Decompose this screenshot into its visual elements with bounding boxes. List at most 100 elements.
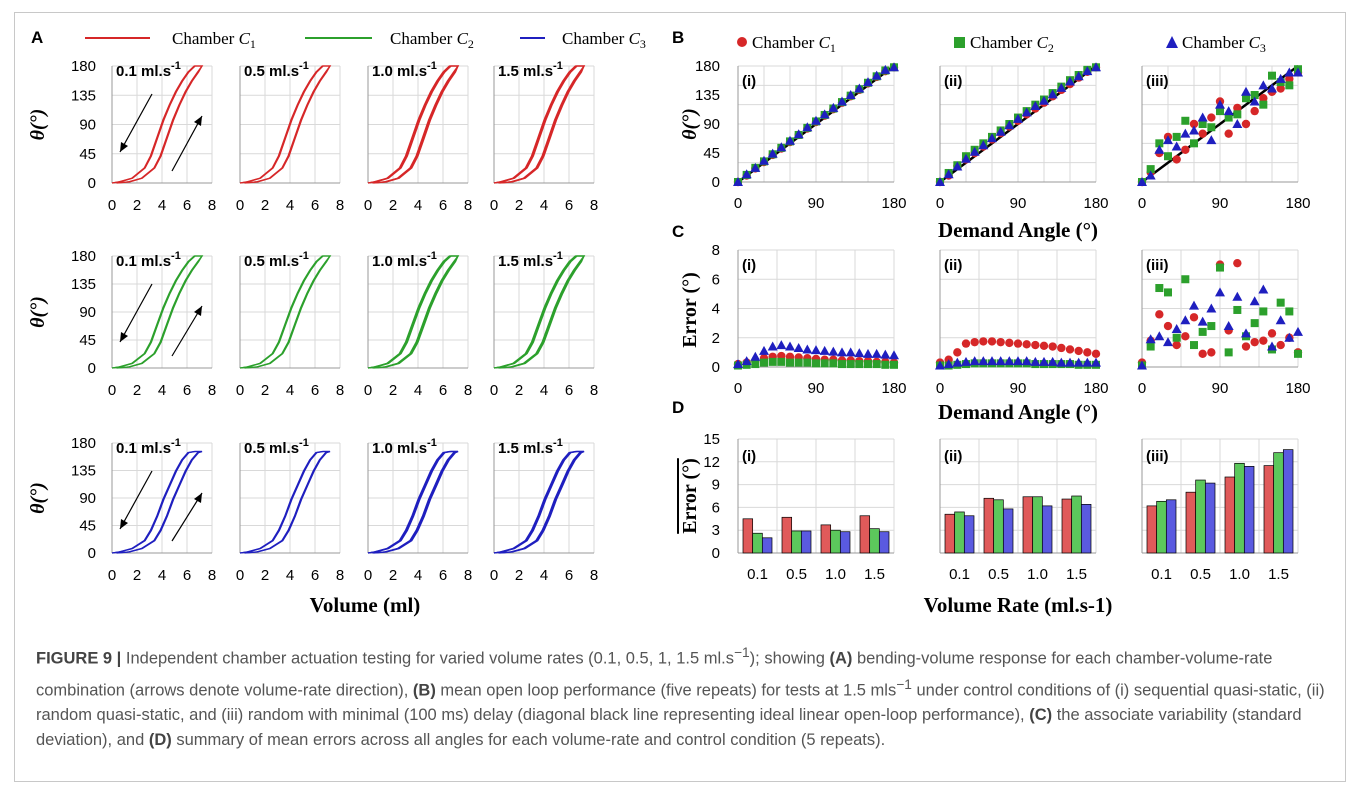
c-point-c1: [1241, 342, 1251, 351]
c-point-c3: [828, 346, 839, 356]
c-point-c1: [953, 348, 962, 357]
a-ytick: 0: [88, 175, 96, 192]
a-xtick: 6: [565, 382, 573, 399]
a-xtick: 8: [590, 197, 598, 214]
c-point-c2: [751, 360, 760, 369]
b-point-c2: [1268, 71, 1276, 80]
panel-letter-b: B: [672, 28, 684, 47]
a-xtick: 2: [261, 382, 269, 399]
a-xtick: 8: [208, 197, 216, 214]
c-point-c3: [1206, 303, 1217, 313]
a-ytick: 45: [79, 518, 96, 535]
b-point-c3: [1206, 135, 1217, 145]
legend-a-label-1: Chamber C1: [172, 29, 256, 51]
a-xtick: 4: [414, 197, 422, 214]
a-xtick: 2: [133, 382, 141, 399]
a-xlabel: Volume (ml): [310, 593, 421, 617]
c-point-c2: [846, 360, 855, 369]
b-point-c2: [1250, 91, 1259, 99]
c-xtick: 180: [1083, 380, 1108, 397]
c-ytick: 0: [712, 359, 720, 376]
a-rate-label: 1.0 ml.s-1: [372, 250, 437, 270]
b-xtick: 90: [1212, 195, 1229, 212]
c-xtick: 90: [1010, 380, 1027, 397]
a-xtick: 6: [311, 567, 319, 584]
d-bar-c1: [820, 524, 832, 554]
c-point-c3: [1180, 315, 1191, 325]
a-xtick: 0: [236, 382, 244, 399]
c-point-c2: [1276, 298, 1285, 307]
c-point-c3: [1241, 328, 1251, 338]
c-point-c3: [854, 348, 865, 358]
b-sub-label: (i): [742, 73, 756, 90]
a-arrow-down: [119, 93, 153, 153]
c-point-c3: [776, 340, 787, 350]
a-xtick: 0: [108, 197, 116, 214]
d-bar-c3: [1165, 499, 1177, 554]
b-point-c3: [785, 135, 795, 145]
c-point-c3: [1021, 356, 1032, 366]
a-rate-label: 1.5 ml.s-1: [498, 60, 563, 80]
legend-b-label-2: Chamber C2: [970, 33, 1054, 55]
c-point-c3: [1163, 337, 1173, 347]
c-point-c3: [1154, 331, 1165, 341]
b-point-c3: [750, 162, 761, 172]
a-series-loop-c1: [367, 65, 459, 184]
c-point-c1: [1005, 338, 1014, 348]
d-ytick: 12: [703, 454, 720, 471]
legend-a-label-3: Chamber C3: [562, 29, 646, 51]
caption-ref-c: (C): [1029, 706, 1053, 724]
b-point-c3: [987, 133, 997, 143]
c-point-c2: [786, 358, 794, 367]
c-point-c2: [1224, 348, 1233, 357]
c-point-c1: [1181, 332, 1190, 341]
caption-figure-label: FIGURE 9 |: [36, 649, 122, 668]
figure-caption: FIGURE 9 | Independent chamber actuation…: [36, 640, 1326, 753]
caption-ref-a: (A): [829, 649, 853, 668]
a-ytick: 90: [79, 490, 96, 507]
c-ytick: 6: [712, 271, 720, 288]
b-point-c3: [978, 140, 989, 150]
c-point-c3: [750, 351, 761, 361]
b-sub-label: (iii): [1146, 73, 1169, 90]
c-xlabel: Demand Angle (°): [938, 400, 1098, 424]
b-xtick: 0: [734, 195, 742, 212]
c-point-c1: [996, 337, 1005, 347]
c-point-c2: [881, 360, 890, 369]
c-xtick: 0: [936, 380, 944, 397]
c-point-c1: [1057, 343, 1066, 353]
b-point-c1: [1259, 94, 1268, 103]
b-point-c2: [1259, 100, 1268, 109]
b-point-c3: [1065, 76, 1075, 86]
b-point-c3: [995, 126, 1006, 136]
c-point-c3: [935, 360, 945, 370]
d-xtick: 0.1: [747, 566, 768, 583]
caption-text-1: Independent chamber actuation testing fo…: [121, 649, 734, 668]
a-arrow-down: [119, 470, 153, 530]
c-point-c3: [1056, 357, 1067, 367]
a-ytick: 180: [71, 248, 96, 265]
b-point-c3: [1047, 89, 1058, 99]
b-point-c1: [1250, 106, 1259, 116]
legend-b-label-1: Chamber C1: [752, 33, 836, 55]
a-xtick: 8: [464, 197, 472, 214]
c-point-c3: [1293, 326, 1303, 336]
b-point-c3: [759, 155, 769, 165]
b-sub-label: (ii): [944, 73, 962, 90]
b-point-c3: [828, 102, 839, 112]
a-xtick: 2: [389, 382, 397, 399]
a-ytick: 0: [88, 545, 96, 562]
c-point-c1: [1048, 342, 1057, 351]
a-arrow-down-head: [120, 519, 128, 529]
c-point-c2: [855, 360, 864, 369]
a-ytick: 0: [88, 360, 96, 377]
c-point-c2: [1216, 263, 1224, 272]
a-series-loop-c1: [239, 65, 332, 184]
a-xtick: 4: [158, 197, 166, 214]
b-point-c3: [1249, 96, 1260, 106]
c-point-c2: [803, 358, 812, 367]
caption-text-6: the associate variability (standard devi…: [36, 706, 1302, 749]
c-point-c2: [1181, 275, 1190, 284]
c-point-c1: [1065, 345, 1075, 354]
